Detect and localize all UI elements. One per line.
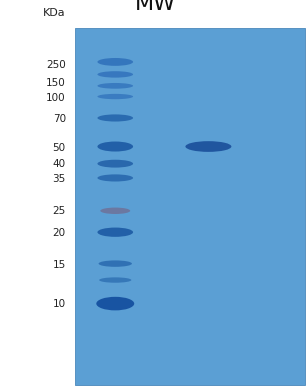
Text: 70: 70: [53, 114, 66, 124]
Text: 20: 20: [53, 228, 66, 238]
Text: 15: 15: [52, 260, 66, 271]
Ellipse shape: [185, 141, 231, 152]
Text: 50: 50: [53, 143, 66, 152]
Text: KDa: KDa: [43, 8, 66, 18]
Ellipse shape: [99, 277, 131, 283]
Ellipse shape: [100, 208, 130, 214]
Ellipse shape: [97, 228, 133, 237]
Ellipse shape: [97, 142, 133, 152]
Ellipse shape: [96, 297, 134, 310]
Text: 100: 100: [46, 93, 66, 102]
Text: MW: MW: [135, 0, 176, 14]
Ellipse shape: [97, 58, 133, 66]
Ellipse shape: [97, 71, 133, 78]
Text: 35: 35: [52, 174, 66, 184]
Ellipse shape: [97, 115, 133, 122]
Bar: [75, 28, 305, 385]
Text: 40: 40: [53, 160, 66, 169]
Text: 150: 150: [46, 78, 66, 88]
Ellipse shape: [99, 260, 132, 267]
Ellipse shape: [97, 83, 133, 89]
Text: 25: 25: [52, 206, 66, 216]
Text: 10: 10: [53, 299, 66, 308]
Text: 250: 250: [46, 61, 66, 70]
Ellipse shape: [97, 160, 133, 168]
Ellipse shape: [97, 174, 133, 181]
Ellipse shape: [97, 94, 133, 99]
